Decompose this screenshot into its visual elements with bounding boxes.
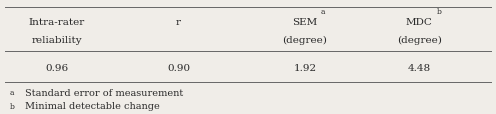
Text: 0.90: 0.90 [167, 64, 190, 73]
Text: (degree): (degree) [397, 35, 441, 44]
Text: b: b [10, 102, 15, 110]
Text: reliability: reliability [32, 35, 82, 44]
Text: Intra-rater: Intra-rater [29, 18, 85, 27]
Text: r: r [176, 18, 181, 27]
Text: 4.48: 4.48 [408, 64, 431, 73]
Text: 0.96: 0.96 [46, 64, 68, 73]
Text: SEM: SEM [293, 18, 317, 27]
Text: a: a [10, 88, 14, 96]
Text: b: b [436, 7, 441, 15]
Text: MDC: MDC [406, 18, 433, 27]
Text: a: a [320, 7, 325, 15]
Text: (degree): (degree) [283, 35, 327, 44]
Text: Standard error of measurement: Standard error of measurement [25, 88, 183, 97]
Text: Minimal detectable change: Minimal detectable change [25, 102, 160, 110]
Text: 1.92: 1.92 [294, 64, 316, 73]
